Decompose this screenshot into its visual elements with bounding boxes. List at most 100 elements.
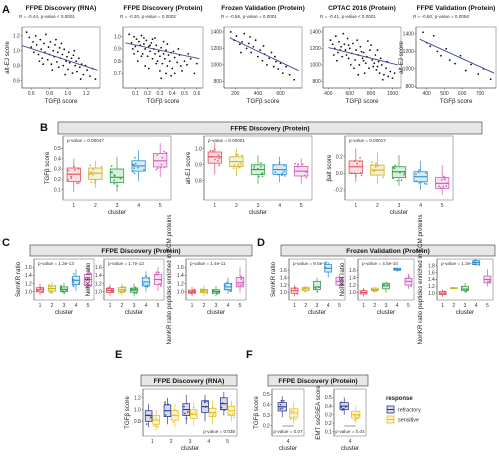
cluster-2-point bbox=[100, 166, 103, 168]
subplot-y-tick-label: 1.6 bbox=[349, 268, 356, 274]
scatter-point bbox=[165, 72, 167, 75]
cluster-3-point bbox=[135, 292, 138, 294]
cluster-1-point bbox=[217, 153, 220, 156]
cluster-5-point bbox=[296, 165, 299, 168]
scatter-point bbox=[348, 47, 351, 50]
scatter-title: FFPE Validation (Protein) bbox=[417, 5, 496, 12]
scatter-x-tick-label: 400 bbox=[324, 91, 333, 97]
p-value-label: p-value = 0.04 bbox=[335, 429, 365, 434]
scatter-point bbox=[362, 51, 365, 54]
cluster-5-point bbox=[87, 285, 90, 287]
cluster-4-point bbox=[418, 181, 421, 184]
x-tick-label: 3 bbox=[385, 303, 388, 309]
scatter-point bbox=[154, 37, 156, 39]
scatter-point bbox=[28, 36, 31, 39]
cluster-3-point bbox=[260, 165, 262, 168]
cluster-2-point bbox=[374, 166, 377, 168]
cluster-5-box bbox=[235, 277, 245, 288]
sensitive-cluster-4-point bbox=[212, 414, 214, 417]
cluster-2-point bbox=[303, 286, 306, 289]
scatter-x-tick-label: 0.6 bbox=[193, 91, 200, 97]
scatter-point bbox=[370, 44, 372, 47]
scatter-point bbox=[72, 54, 75, 57]
cluster-1-point bbox=[360, 174, 363, 177]
x-tick-label: 2 bbox=[51, 303, 54, 309]
scatter-x-tick-label: 600 bbox=[276, 91, 285, 97]
cluster-3-point bbox=[59, 287, 62, 289]
sensitive-point bbox=[353, 419, 356, 421]
cluster-1-point bbox=[193, 292, 196, 294]
cluster-1-point bbox=[353, 160, 356, 162]
cluster-1-point bbox=[191, 289, 194, 292]
x-tick-label: 5 bbox=[159, 203, 162, 209]
cluster-5-point bbox=[443, 175, 445, 178]
scatter-point bbox=[379, 57, 382, 60]
scatter-point bbox=[360, 50, 363, 53]
scatter-point bbox=[356, 39, 359, 42]
subplot-y-tick-label: 0.2 bbox=[325, 421, 332, 427]
x-axis-label: cluster bbox=[125, 309, 143, 316]
scatter-point bbox=[136, 50, 139, 53]
scatter-point bbox=[51, 69, 54, 72]
cluster-3-point bbox=[317, 286, 320, 289]
scatter-point bbox=[154, 52, 156, 55]
scatter-point bbox=[247, 42, 250, 45]
scatter-a3: Frozen Validation (Protein) R = -0.56, p-… bbox=[211, 5, 305, 105]
y-axis-label: alt-EJ score bbox=[4, 41, 11, 74]
cluster-1-point bbox=[67, 179, 69, 181]
p-value-label: p-value = 0.07 bbox=[273, 429, 303, 434]
cluster-1-point bbox=[443, 290, 446, 293]
cluster-4-point bbox=[72, 285, 75, 288]
sensitive-cluster-5-point bbox=[228, 413, 231, 416]
x-axis-label: cluster bbox=[377, 309, 395, 316]
refractory-cluster-1-point bbox=[149, 414, 152, 417]
cluster-5-point bbox=[297, 163, 300, 166]
y-axis-label: NonKR ratio peptides enriched in ECM pro… bbox=[417, 214, 424, 344]
cluster-2-point bbox=[206, 292, 209, 295]
x-tick-label: 5 bbox=[239, 303, 242, 309]
cluster-5-point bbox=[239, 284, 242, 287]
scatter-point bbox=[454, 62, 457, 65]
scatter-point bbox=[252, 45, 255, 48]
refractory-cluster-3-point bbox=[184, 412, 186, 415]
scatter-point bbox=[166, 43, 169, 45]
cluster-5-point bbox=[240, 275, 242, 278]
cluster-4-point bbox=[272, 164, 275, 166]
p-value-label: p-value = 1.7e-12 bbox=[108, 261, 144, 266]
scatter-y-tick-label: 0.9 bbox=[114, 47, 121, 53]
sensitive-point bbox=[356, 417, 359, 420]
x-axis-label: cluster bbox=[308, 309, 326, 316]
scatter-point bbox=[349, 64, 352, 66]
cluster-4-point bbox=[137, 166, 139, 169]
cluster-3-point bbox=[211, 292, 214, 295]
cluster-4-point bbox=[474, 259, 477, 262]
scatter-point bbox=[332, 54, 335, 56]
subplot-y-tick-label: 0.5 bbox=[54, 146, 61, 152]
cluster-4-point bbox=[143, 168, 146, 171]
legend-label-sensitive: sensitive bbox=[398, 418, 419, 424]
cluster-5-point bbox=[85, 285, 88, 288]
scatter-point bbox=[156, 60, 159, 63]
cluster-3-point bbox=[63, 291, 66, 294]
scatter-point bbox=[166, 65, 169, 67]
scatter-point bbox=[477, 73, 480, 75]
cluster-1-point bbox=[40, 291, 43, 294]
scatter-point bbox=[266, 64, 268, 66]
cluster-4-point bbox=[425, 172, 427, 174]
sensitive-cluster-2-point bbox=[172, 414, 175, 416]
cluster-4-point bbox=[133, 167, 136, 170]
scatter-point bbox=[160, 46, 163, 49]
x-tick-label: 1 bbox=[213, 203, 216, 209]
p-value-label: p-value = 9.5e-6 bbox=[293, 261, 327, 266]
scatter-y-tick-label: 0.8 bbox=[13, 63, 20, 69]
refractory-cluster-5-point bbox=[220, 406, 223, 409]
scatter-point bbox=[35, 43, 38, 46]
scatter-point bbox=[39, 38, 42, 41]
scatter-point bbox=[37, 53, 40, 56]
refractory-cluster-1-point bbox=[147, 414, 149, 417]
y-axis-label: NonKR ratio bbox=[85, 262, 92, 296]
x-tick-label: 2 bbox=[170, 439, 173, 445]
p-value-label: p-value = 0.00001 bbox=[208, 138, 245, 143]
panel-f: FFPE Discovery (Protein) p-value = 0.07 4 0… bbox=[253, 374, 369, 452]
cluster-5-point bbox=[443, 177, 446, 180]
